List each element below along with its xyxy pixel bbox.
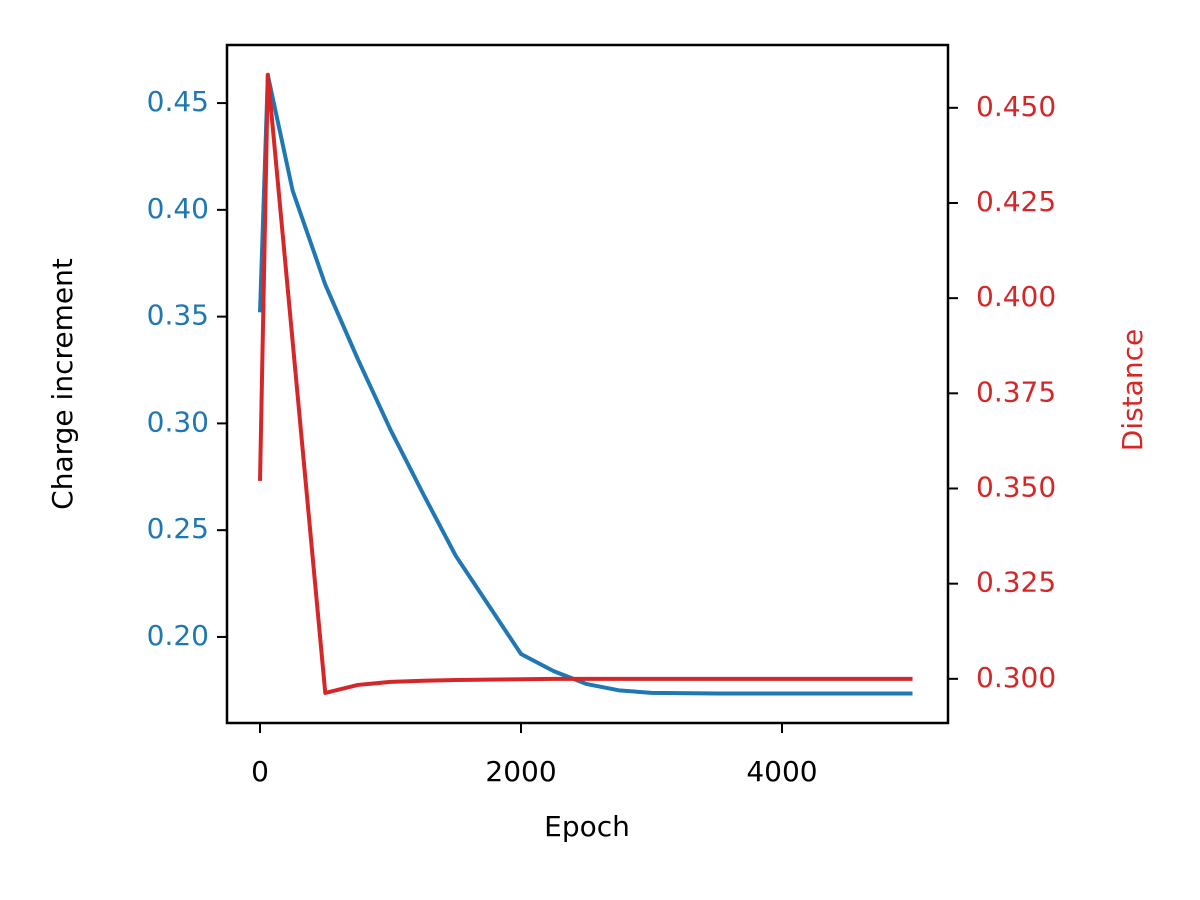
y2-tick-label: 0.350 (976, 470, 1056, 503)
plot-frame (225, 43, 950, 725)
x-tick-label: 0 (251, 755, 269, 788)
y-tick-label: 0.45 (147, 85, 209, 118)
y2-tick-label: 0.325 (976, 566, 1056, 599)
y2-tick-label: 0.375 (976, 375, 1056, 408)
y-tick-label: 0.20 (147, 619, 209, 652)
y-axis-label: Charge increment (46, 258, 79, 510)
line-series (258, 72, 913, 695)
y2-tick-label: 0.425 (976, 185, 1056, 218)
y-tick-label: 0.40 (147, 192, 209, 225)
y2-tick-label: 0.300 (976, 661, 1056, 694)
y2-tick-label: 0.450 (976, 90, 1056, 123)
x-tick-label: 4000 (746, 755, 817, 788)
y-tick-label: 0.25 (147, 512, 209, 545)
y2-tick-label: 0.400 (976, 280, 1056, 313)
line-series (258, 73, 913, 696)
y-tick-label: 0.30 (147, 405, 209, 438)
y-tick-label: 0.35 (147, 299, 209, 332)
x-tick-label: 2000 (485, 755, 556, 788)
x-axis-label: Epoch (544, 810, 630, 843)
y2-axis-label: Distance (1116, 329, 1149, 451)
